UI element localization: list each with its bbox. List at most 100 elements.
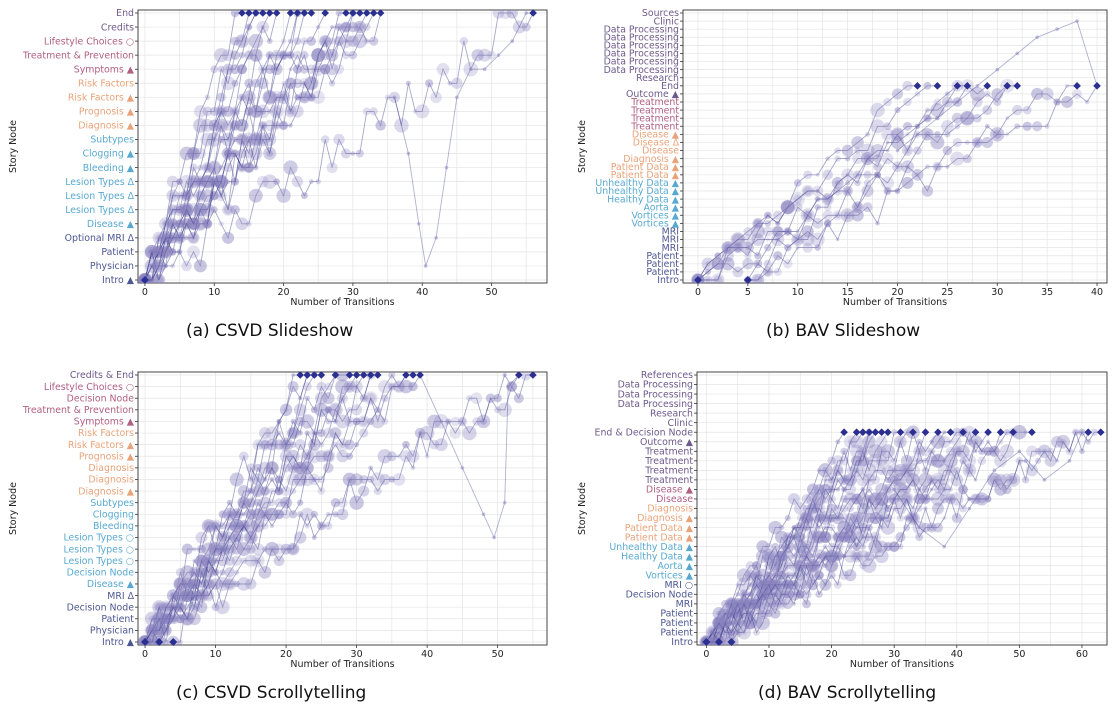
user-path — [145, 375, 406, 642]
transition-dot — [711, 630, 715, 634]
transition-dot — [775, 221, 781, 227]
transition-dot — [458, 417, 467, 426]
y-tick-label: Disease ▲ — [646, 485, 694, 496]
y-tick-label: Lifestyle Choices ○ — [44, 36, 134, 47]
transition-dot — [291, 454, 295, 458]
y-tick-label: End & Decision Node — [595, 427, 694, 438]
transition-dot — [944, 131, 950, 137]
transition-dot — [304, 395, 310, 401]
transition-dot — [1041, 88, 1054, 101]
transition-dot — [202, 554, 216, 568]
transition-dot — [170, 264, 175, 269]
transition-dot — [514, 393, 524, 403]
transition-dot — [1055, 27, 1059, 31]
y-tick-label: Lesion Types ○ — [63, 533, 134, 544]
transition-dot — [318, 442, 324, 448]
transition-dot — [237, 64, 247, 74]
transition-dot — [351, 151, 356, 156]
x-tick-label: 40 — [1091, 287, 1103, 298]
transition-dot — [294, 531, 306, 543]
transition-dot — [145, 624, 159, 638]
transition-dot — [733, 243, 742, 252]
transition-dot — [374, 487, 382, 495]
transition-dot — [267, 38, 273, 44]
transition-dot — [259, 108, 266, 115]
transition-dot — [781, 200, 795, 214]
transition-dot — [277, 91, 290, 104]
caption-d: (d) BAV Scrollytelling — [758, 683, 936, 703]
transition-dot — [241, 523, 246, 528]
transition-dot — [171, 593, 176, 598]
transition-dot — [953, 138, 962, 147]
transition-dot — [324, 522, 332, 530]
transition-dot — [437, 63, 450, 76]
y-tick-label: Treatment — [644, 475, 693, 486]
transition-dot — [824, 219, 832, 227]
transition-dot — [739, 590, 749, 600]
transition-dot — [827, 504, 837, 514]
transition-dot — [825, 559, 838, 572]
transition-dot — [732, 266, 743, 277]
transition-dot — [258, 507, 273, 522]
transition-dot — [959, 505, 967, 513]
transition-dot — [232, 150, 238, 156]
transition-dot — [972, 97, 983, 108]
transition-dot — [230, 531, 244, 545]
transition-dot — [208, 162, 220, 174]
transition-dot — [825, 156, 830, 161]
x-tick-label: 35 — [1041, 287, 1053, 298]
transition-dot — [288, 544, 298, 554]
transition-dot — [232, 556, 242, 566]
chart-svg-bav-slideshow: IntroPatientPatientPatientMRIMRIMRIVorti… — [557, 0, 1115, 320]
transition-dot — [864, 551, 874, 561]
transition-dot — [1068, 459, 1072, 463]
transition-dot — [1035, 35, 1039, 39]
transition-dot — [253, 165, 259, 171]
y-tick-label: Treatment & Prevention — [22, 50, 134, 61]
transition-dot — [347, 419, 352, 424]
transition-dot — [333, 134, 344, 145]
transition-dot — [249, 189, 263, 203]
transition-dot — [785, 515, 791, 521]
transition-dot — [932, 503, 944, 515]
y-tick-label: Treatment — [644, 456, 693, 467]
transition-dot — [506, 385, 510, 389]
transition-dot — [763, 226, 773, 236]
transition-dot — [487, 51, 496, 60]
transition-dot — [915, 533, 923, 541]
transition-dot — [469, 67, 473, 71]
transition-dot — [364, 38, 370, 44]
transition-dot — [765, 220, 772, 227]
transition-dot — [284, 547, 288, 551]
transition-dot — [330, 25, 334, 29]
x-axis-title: Number of Transitions — [850, 659, 954, 670]
transition-dot — [307, 36, 316, 45]
transition-dot — [752, 233, 765, 246]
y-tick-label: MRI ○ — [664, 580, 693, 591]
transition-dot — [451, 78, 462, 89]
transition-dot — [354, 21, 367, 34]
transition-dot — [300, 414, 314, 428]
transition-dot — [214, 119, 228, 133]
x-tick-label: 60 — [1076, 649, 1088, 660]
transition-dot — [832, 465, 843, 476]
transition-dot — [388, 371, 395, 378]
transition-dot — [460, 37, 468, 45]
transition-dot — [794, 179, 802, 187]
transition-dot — [196, 532, 208, 544]
transition-dot — [942, 545, 946, 549]
transition-dot — [305, 523, 310, 528]
x-tick-label: 0 — [695, 287, 701, 298]
transition-dot — [524, 11, 528, 15]
transition-dot — [851, 494, 861, 504]
transition-dot — [177, 249, 183, 255]
transition-dot — [993, 98, 1001, 106]
transition-dot — [814, 513, 824, 523]
transition-dot — [894, 503, 906, 515]
transition-dot — [904, 147, 910, 153]
transition-dot — [832, 541, 844, 553]
x-tick-labels: 0 10 20 30 40 50 — [142, 283, 498, 298]
transition-dot — [796, 230, 800, 234]
transition-dot — [802, 589, 812, 599]
transition-dot — [942, 516, 946, 520]
